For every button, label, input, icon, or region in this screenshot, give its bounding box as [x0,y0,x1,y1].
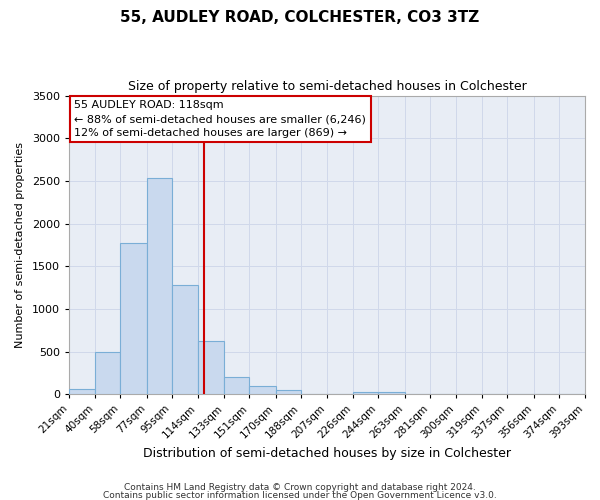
Bar [250,386,276,394]
Bar [172,284,198,394]
X-axis label: Distribution of semi-detached houses by size in Colchester: Distribution of semi-detached houses by … [143,447,511,460]
Text: 55, AUDLEY ROAD, COLCHESTER, CO3 3TZ: 55, AUDLEY ROAD, COLCHESTER, CO3 3TZ [121,10,479,25]
Bar [379,392,405,394]
Bar [353,392,379,394]
Bar [224,376,250,394]
Bar [198,342,224,394]
Bar [276,390,301,394]
Text: Contains HM Land Registry data © Crown copyright and database right 2024.: Contains HM Land Registry data © Crown c… [124,484,476,492]
Title: Size of property relative to semi-detached houses in Colchester: Size of property relative to semi-detach… [128,80,526,93]
Y-axis label: Number of semi-detached properties: Number of semi-detached properties [15,142,25,348]
Bar [69,390,95,394]
Bar [147,178,172,394]
Text: 55 AUDLEY ROAD: 118sqm
← 88% of semi-detached houses are smaller (6,246)
12% of : 55 AUDLEY ROAD: 118sqm ← 88% of semi-det… [74,100,366,138]
Bar [95,352,121,394]
Bar [121,242,147,394]
Text: Contains public sector information licensed under the Open Government Licence v3: Contains public sector information licen… [103,490,497,500]
